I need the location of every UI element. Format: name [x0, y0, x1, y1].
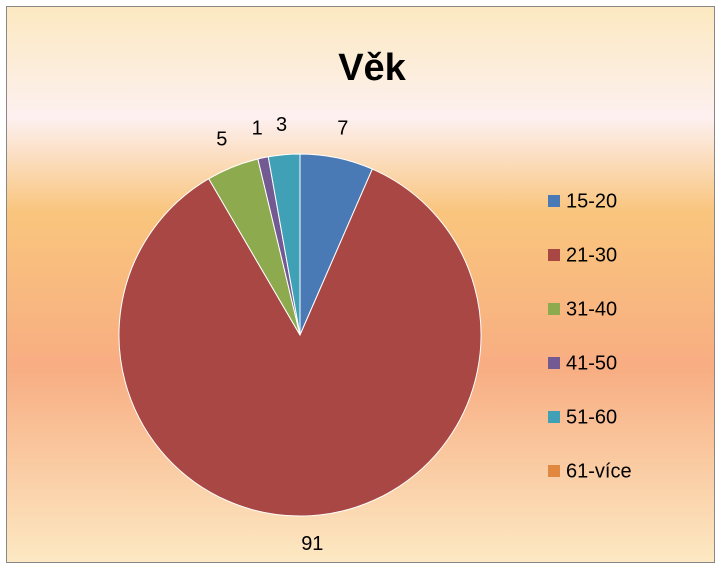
legend-label: 15-20: [566, 190, 617, 212]
data-label: 5: [216, 128, 227, 150]
legend-label: 21-30: [566, 244, 617, 266]
data-label: 1: [252, 118, 263, 140]
legend-swatch: [548, 303, 560, 315]
data-label: 91: [301, 533, 323, 555]
legend-label: 61-více: [566, 460, 632, 482]
legend-label: 51-60: [566, 406, 617, 428]
legend-label: 41-50: [566, 352, 617, 374]
pie-slice: [118, 168, 482, 517]
chart-title: Věk: [338, 47, 406, 89]
legend-swatch: [548, 195, 560, 207]
legend-swatch: [548, 465, 560, 477]
pie-slice: [267, 153, 301, 336]
data-label: 3: [276, 114, 287, 136]
legend-swatch: [548, 357, 560, 369]
legend-swatch: [548, 411, 560, 423]
data-label: 7: [337, 118, 348, 140]
legend-swatch: [548, 249, 560, 261]
legend-label: 31-40: [566, 298, 617, 320]
